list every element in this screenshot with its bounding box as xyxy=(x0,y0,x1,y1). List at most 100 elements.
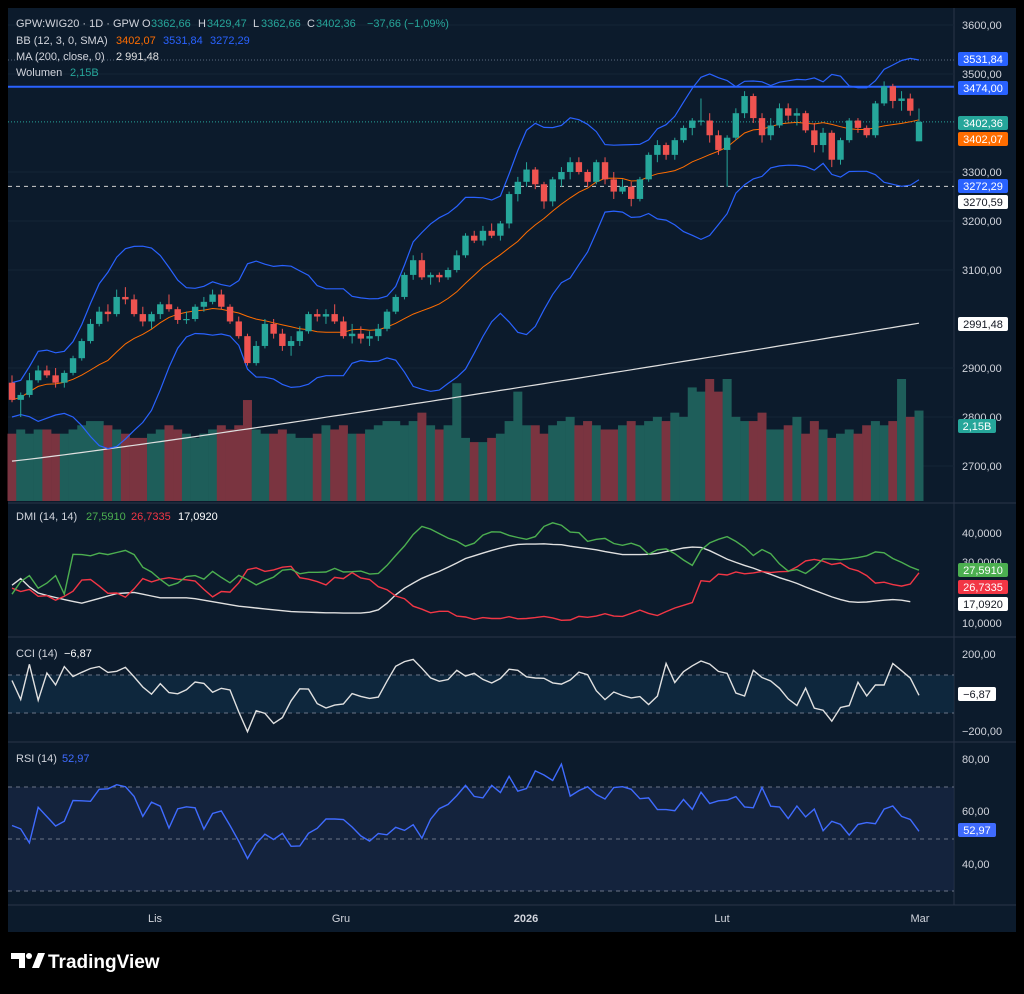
candle-body[interactable] xyxy=(287,341,295,346)
candle-body[interactable] xyxy=(566,162,574,172)
candle-body[interactable] xyxy=(854,120,862,128)
candle-body[interactable] xyxy=(436,274,443,278)
candle-body[interactable] xyxy=(322,314,330,317)
ma200-line[interactable] xyxy=(11,322,920,462)
candle-body[interactable] xyxy=(915,121,923,142)
candle-body[interactable] xyxy=(113,296,120,315)
candle-body[interactable] xyxy=(505,194,513,224)
candle-body[interactable] xyxy=(348,333,356,337)
legend-header[interactable]: GPW:WIG20 · 1D · GPW O 3362,66 H 3429,47… xyxy=(16,18,449,79)
candle-body[interactable] xyxy=(87,323,94,342)
candle-body[interactable] xyxy=(689,120,696,128)
cci-series-line[interactable] xyxy=(11,658,920,734)
candle-body[interactable] xyxy=(575,162,583,172)
candle-body[interactable] xyxy=(601,162,609,180)
candle-body[interactable] xyxy=(340,321,347,337)
candle-body[interactable] xyxy=(471,235,478,241)
candle-body[interactable] xyxy=(880,86,888,104)
candle-body[interactable] xyxy=(174,309,181,320)
candle-body[interactable] xyxy=(741,96,748,114)
candle-body[interactable] xyxy=(261,323,269,346)
candle-body[interactable] xyxy=(427,274,434,278)
candle-body[interactable] xyxy=(750,96,757,119)
candle-body[interactable] xyxy=(645,154,652,180)
dmi-minus-line[interactable] xyxy=(11,558,920,622)
candle-body[interactable] xyxy=(52,375,59,383)
candle-body[interactable] xyxy=(366,336,373,339)
dmi-plus-line[interactable] xyxy=(11,522,920,597)
candle-body[interactable] xyxy=(279,333,286,346)
candle-body[interactable] xyxy=(270,323,277,334)
candle-body[interactable] xyxy=(680,127,687,141)
candle-body[interactable] xyxy=(610,179,617,192)
candle-body[interactable] xyxy=(549,179,556,202)
candle-body[interactable] xyxy=(383,311,391,329)
candle-body[interactable] xyxy=(784,108,792,116)
candle-body[interactable] xyxy=(314,314,321,317)
candle-body[interactable] xyxy=(296,331,303,342)
candle-body[interactable] xyxy=(305,314,312,332)
candle-body[interactable] xyxy=(104,311,112,315)
candle-body[interactable] xyxy=(889,86,897,101)
candle-body[interactable] xyxy=(628,186,635,199)
candle-body[interactable] xyxy=(409,260,417,275)
candle-body[interactable] xyxy=(802,113,809,131)
candle-body[interactable] xyxy=(200,301,208,307)
candle-body[interactable] xyxy=(793,113,801,116)
candle-body[interactable] xyxy=(392,296,399,312)
candle-body[interactable] xyxy=(69,358,77,373)
candle-body[interactable] xyxy=(34,370,42,381)
candle-body[interactable] xyxy=(593,162,600,182)
candle-body[interactable] xyxy=(444,270,452,278)
candle-body[interactable] xyxy=(723,137,731,150)
candle-body[interactable] xyxy=(17,394,24,400)
candle-body[interactable] xyxy=(697,120,705,122)
candle-body[interactable] xyxy=(418,260,426,278)
candle-body[interactable] xyxy=(252,345,260,364)
candle-body[interactable] xyxy=(767,125,774,136)
candle-body[interactable] xyxy=(514,181,522,195)
candle-body[interactable] xyxy=(244,336,251,364)
candle-body[interactable] xyxy=(837,140,844,160)
candle-body[interactable] xyxy=(828,132,835,160)
candle-body[interactable] xyxy=(776,108,783,126)
bb-lower-band[interactable] xyxy=(11,162,920,450)
candle-body[interactable] xyxy=(96,311,103,324)
candle-body[interactable] xyxy=(488,230,495,236)
candle-body[interactable] xyxy=(453,255,460,270)
candle-body[interactable] xyxy=(811,130,818,146)
candle-body[interactable] xyxy=(130,299,138,315)
candle-body[interactable] xyxy=(218,294,225,307)
candle-body[interactable] xyxy=(584,172,591,182)
candle-body[interactable] xyxy=(183,319,190,321)
candle-body[interactable] xyxy=(732,113,740,138)
candle-body[interactable] xyxy=(148,314,155,322)
tradingview-logo[interactable]: TradingView xyxy=(11,952,160,973)
candle-body[interactable] xyxy=(479,230,487,241)
candle-body[interactable] xyxy=(139,314,147,322)
candle-body[interactable] xyxy=(331,314,338,322)
candle-body[interactable] xyxy=(191,306,199,319)
candle-body[interactable] xyxy=(462,235,469,256)
candle-body[interactable] xyxy=(226,306,234,322)
candle-body[interactable] xyxy=(523,169,530,182)
candle-body[interactable] xyxy=(706,120,713,136)
candle-body[interactable] xyxy=(558,172,565,180)
candle-body[interactable] xyxy=(8,382,16,400)
candle-body[interactable] xyxy=(61,372,68,383)
candle-body[interactable] xyxy=(540,184,548,202)
candle-body[interactable] xyxy=(165,304,173,310)
candle-body[interactable] xyxy=(209,294,216,302)
rsi-legend[interactable]: RSI (14) 52,97 xyxy=(16,753,90,765)
candle-body[interactable] xyxy=(671,140,679,155)
candle-body[interactable] xyxy=(532,169,539,185)
candle-body[interactable] xyxy=(636,179,644,199)
candle-body[interactable] xyxy=(375,328,382,337)
candle-body[interactable] xyxy=(819,132,827,146)
dmi-adx-line[interactable] xyxy=(11,543,911,614)
candle-body[interactable] xyxy=(907,98,914,111)
candle-body[interactable] xyxy=(715,135,722,150)
candle-body[interactable] xyxy=(401,274,408,297)
candle-body[interactable] xyxy=(43,370,51,376)
